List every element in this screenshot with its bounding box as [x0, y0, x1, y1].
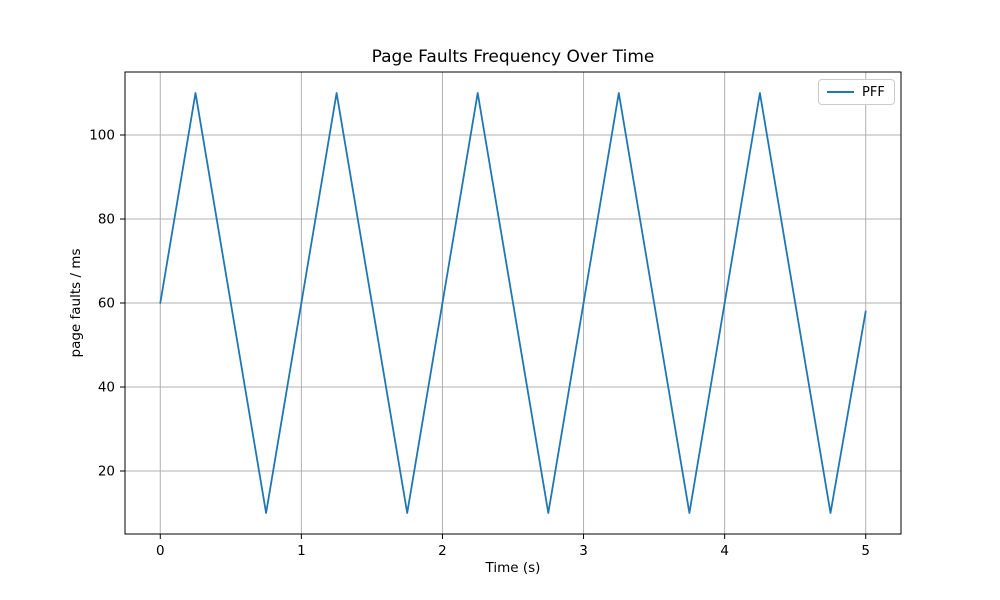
- x-tick-label: 0: [156, 543, 165, 559]
- x-tick-label: 3: [579, 543, 588, 559]
- x-tick-label: 5: [861, 543, 870, 559]
- x-tick-label: 2: [438, 543, 447, 559]
- y-axis-label: page faults / ms: [68, 248, 84, 358]
- series-line-pff: [159, 92, 867, 514]
- x-axis-label: Time (s): [485, 560, 541, 576]
- legend: PFF: [818, 79, 895, 105]
- y-tick-label: 60: [98, 296, 115, 312]
- chart-title: Page Faults Frequency Over Time: [371, 47, 655, 67]
- x-tick-label: 4: [720, 543, 729, 559]
- legend-line-sample: [827, 91, 854, 93]
- y-tick-label: 20: [98, 464, 115, 480]
- y-tick-label: 40: [98, 380, 115, 396]
- legend-label: PFF: [862, 84, 885, 100]
- x-tick-label: 1: [297, 543, 306, 559]
- y-tick-label: 80: [98, 212, 115, 228]
- y-tick-label: 100: [89, 128, 115, 144]
